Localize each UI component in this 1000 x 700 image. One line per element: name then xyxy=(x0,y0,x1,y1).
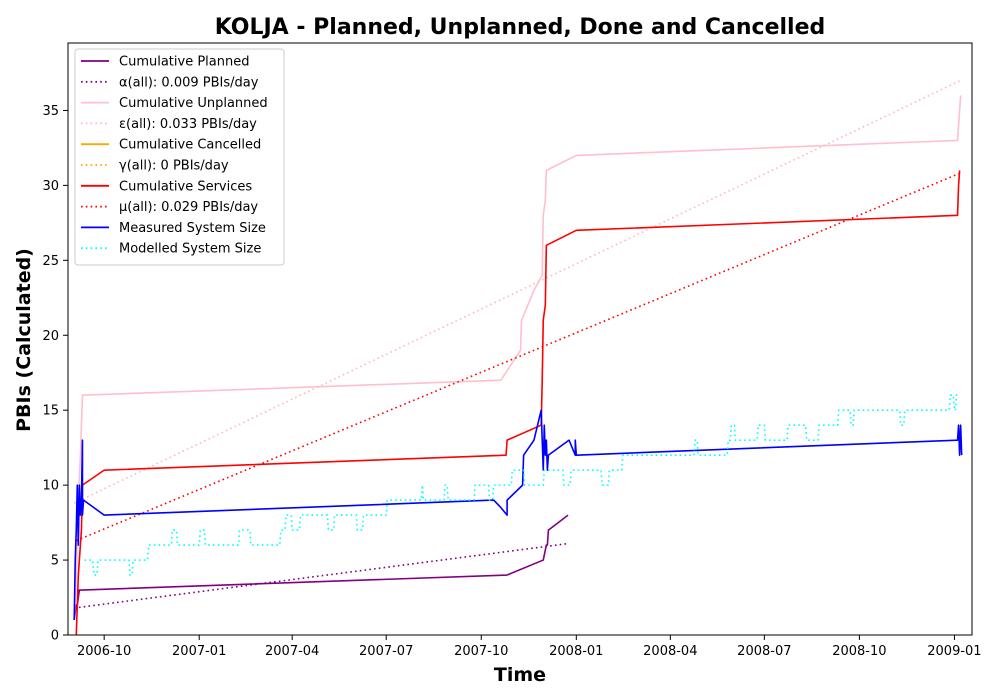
series-line-10 xyxy=(84,394,961,576)
series-line-4 xyxy=(73,79,961,504)
x-axis-ticks: 2006-10 2007-01 2007-04 2007-07 2007-10 2008-… xyxy=(77,635,982,659)
y-tick-label: 15 xyxy=(42,404,59,419)
legend-entry: Cumulative Services xyxy=(119,179,252,194)
x-tick-label: 2008-04 xyxy=(643,644,697,659)
y-tick-label: 30 xyxy=(42,179,59,194)
legend-entry: Cumulative Planned xyxy=(119,55,249,70)
y-tick-label: 25 xyxy=(42,254,59,269)
x-tick-label: 2007-04 xyxy=(265,644,319,659)
x-tick-label: 2007-10 xyxy=(454,644,508,659)
series-line-2 xyxy=(74,542,569,609)
legend-entry: Cumulative Unplanned xyxy=(119,96,268,111)
legend-entry: μ(all): 0.029 PBIs/day xyxy=(119,200,258,215)
x-tick-label: 2008-10 xyxy=(832,644,886,659)
x-tick-label: 2007-07 xyxy=(359,644,413,659)
x-tick-label: 2008-07 xyxy=(737,644,791,659)
y-tick-label: 20 xyxy=(42,329,59,344)
series-line-9 xyxy=(73,409,963,621)
legend-entry: Measured System Size xyxy=(119,221,266,236)
series-line-8 xyxy=(75,172,960,542)
legend-entry: γ(all): 0 PBIs/day xyxy=(119,159,229,174)
plot-area xyxy=(67,42,973,636)
series-line-3 xyxy=(73,95,962,621)
y-tick-label: 35 xyxy=(42,104,59,119)
legend-entry: Cumulative Cancelled xyxy=(119,138,261,153)
y-axis-label: PBIs (Calculated) xyxy=(13,248,35,432)
legend-entry: ε(all): 0.033 PBIs/day xyxy=(119,117,257,132)
y-tick-label: 5 xyxy=(51,554,59,569)
x-tick-label: 2007-01 xyxy=(172,644,226,659)
legend-entry: α(all): 0.009 PBIs/day xyxy=(119,75,259,90)
plot-frame xyxy=(67,42,973,636)
legend-box xyxy=(74,48,285,266)
series-line-1 xyxy=(73,514,569,621)
x-tick-label: 2006-10 xyxy=(77,644,131,659)
y-axis-ticks: 0 5 10 15 20 25 30 35 xyxy=(42,104,68,644)
x-tick-label: 2009-01 xyxy=(927,644,981,659)
series-line-7 xyxy=(75,170,961,635)
legend-entry: Modelled System Size xyxy=(119,242,261,257)
chart-title: KOLJA - Planned, Unplanned, Done and Can… xyxy=(215,15,826,40)
y-tick-label: 0 xyxy=(51,629,59,644)
x-axis-label: Time xyxy=(494,664,546,686)
x-tick-label: 2008-01 xyxy=(549,644,603,659)
legend: Cumulative Planned α(all): 0.009 PBIs/day… xyxy=(74,48,285,266)
y-tick-label: 10 xyxy=(42,479,59,494)
